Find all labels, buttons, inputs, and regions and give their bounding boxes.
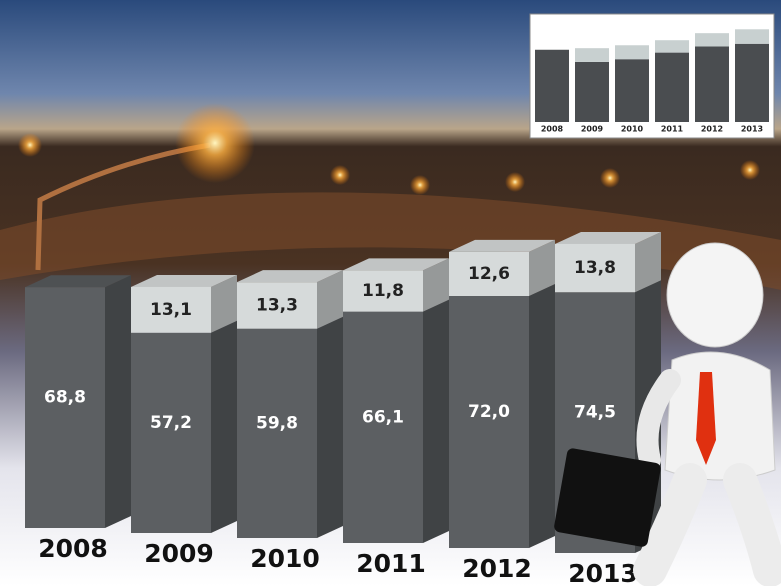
- x-tick-label: 2013: [568, 559, 638, 586]
- bar: [25, 287, 105, 528]
- inset-x-label: 2008: [541, 125, 564, 134]
- bar-top: [131, 274, 237, 287]
- bar-value-label: 11,8: [362, 281, 404, 301]
- bar-side: [423, 299, 449, 543]
- bar-side: [211, 320, 237, 533]
- bar: [449, 251, 529, 296]
- inset-bar: [615, 45, 649, 60]
- bar: [343, 311, 423, 543]
- bar-side: [529, 239, 555, 296]
- x-tick-label: 2008: [38, 534, 108, 563]
- x-tick-label: 2011: [356, 549, 426, 578]
- bar-value-label: 12,6: [468, 264, 510, 284]
- bar: [555, 243, 635, 293]
- bar-value-label: 57,2: [150, 413, 192, 433]
- inset-bar: [695, 46, 729, 122]
- businessman: [554, 242, 781, 586]
- inset-bar: [655, 40, 689, 53]
- inset-bar: [735, 43, 769, 122]
- bar: [131, 332, 211, 533]
- inset-bar: [575, 61, 609, 122]
- inset-bar: [575, 48, 609, 62]
- bar-value-label: 74,5: [574, 403, 616, 423]
- bar-side: [317, 270, 343, 329]
- inset-bar: [655, 52, 689, 122]
- inset: [529, 13, 775, 139]
- bar-side: [529, 284, 555, 548]
- bar-side: [317, 316, 343, 538]
- inset-bar: [695, 33, 729, 47]
- bar-value-label: 13,1: [150, 300, 192, 320]
- x-tick-label: 2009: [144, 539, 214, 568]
- bar-value-label: 59,8: [256, 413, 298, 433]
- bar-side: [211, 274, 237, 333]
- inset-x-label: 2010: [621, 125, 644, 134]
- inset-bar: [615, 59, 649, 122]
- x-tick-label: 2012: [462, 554, 532, 583]
- bar-value-label: 66,1: [362, 407, 404, 427]
- inset-x-label: 2012: [701, 125, 723, 134]
- bar-side: [423, 258, 449, 312]
- bar: [237, 282, 317, 329]
- bar-value-label: 13,8: [574, 258, 616, 278]
- bar-value-label: 68,8: [44, 388, 86, 408]
- bar-top: [25, 275, 131, 288]
- bar: [449, 296, 529, 548]
- bar-top: [449, 239, 555, 252]
- bar-top: [237, 270, 343, 283]
- inset-bar: [735, 29, 769, 44]
- bar: [131, 286, 211, 333]
- bar-value-label: 13,3: [256, 295, 298, 315]
- bar-top: [343, 258, 449, 271]
- inset-x-label: 2013: [741, 125, 763, 134]
- x-tick-label: 2010: [250, 544, 320, 573]
- bar: [237, 328, 317, 538]
- bar-side: [635, 231, 661, 293]
- bar-top: [555, 231, 661, 244]
- inset-x-label: 2009: [581, 125, 604, 134]
- inset-x-label: 2011: [661, 125, 684, 134]
- bar-value-label: 72,0: [468, 402, 510, 422]
- bar-side: [105, 275, 131, 528]
- inset-bar: [535, 49, 569, 123]
- inset-frame: [529, 13, 775, 139]
- bar: [343, 270, 423, 312]
